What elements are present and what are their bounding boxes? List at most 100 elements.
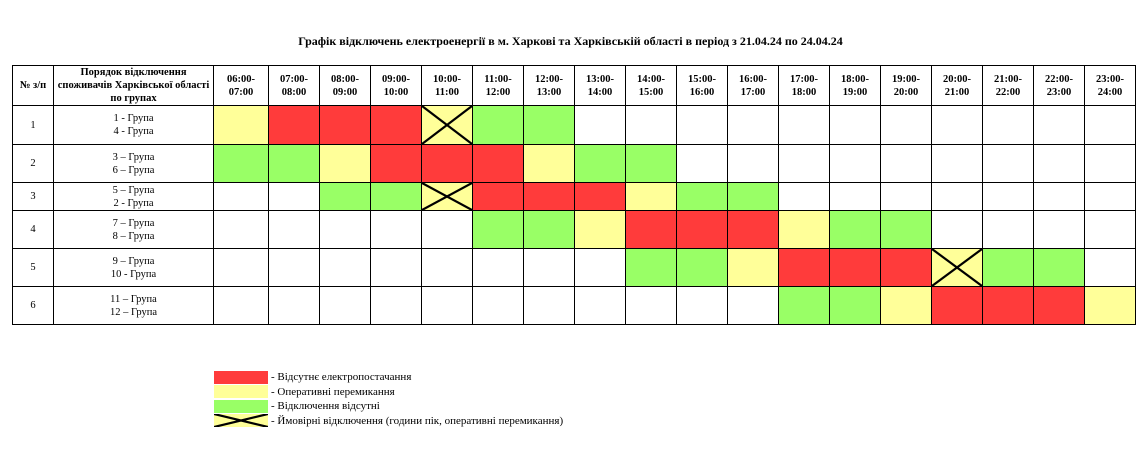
group-label: 12 – Група bbox=[109, 306, 158, 318]
schedule-cell bbox=[523, 144, 575, 183]
page-title: Графік відключень електроенергії в м. Ха… bbox=[298, 34, 843, 48]
schedule-cell bbox=[778, 248, 830, 287]
schedule-cell bbox=[778, 286, 830, 325]
row-groups: 7 – Група 8 – Група bbox=[53, 210, 214, 249]
schedule-table: № з/п Порядок відключення споживачів Хар… bbox=[12, 65, 1136, 325]
schedule-cell bbox=[829, 248, 881, 287]
hour-label-line: 23:00 bbox=[1046, 86, 1072, 98]
hour-label-line: 19:00- bbox=[892, 73, 920, 85]
hour-label-line: 24:00 bbox=[1097, 86, 1123, 98]
row-groups: 5 – Група 2 - Група bbox=[53, 182, 214, 211]
group-label: 5 – Група bbox=[112, 184, 155, 196]
hour-label-line: 21:00 bbox=[944, 86, 970, 98]
hour-label-line: 13:00- bbox=[586, 73, 614, 85]
legend-swatch bbox=[214, 399, 268, 413]
schedule-cell bbox=[370, 105, 422, 145]
legend-item: - Ймовірні відключення (години пік, опер… bbox=[214, 414, 563, 429]
row-number: 4 bbox=[12, 210, 54, 249]
hour-label-line: 22:00 bbox=[995, 86, 1021, 98]
schedule-cell bbox=[1033, 105, 1085, 145]
schedule-cell bbox=[268, 286, 320, 325]
schedule-cell bbox=[880, 210, 932, 249]
schedule-cell bbox=[727, 182, 779, 211]
schedule-cell bbox=[982, 210, 1034, 249]
legend: - Відсутнє електропостачання - Оперативні… bbox=[214, 370, 563, 428]
schedule-cell bbox=[625, 248, 677, 287]
schedule-cell bbox=[319, 210, 371, 249]
column-header-hour: 15:00- 16:00 bbox=[676, 65, 728, 106]
hour-label-line: 15:00- bbox=[688, 73, 716, 85]
hour-label-line: 23:00- bbox=[1096, 73, 1124, 85]
schedule-cell bbox=[421, 210, 473, 249]
group-label: 11 – Група bbox=[110, 293, 157, 305]
schedule-cell bbox=[931, 105, 983, 145]
row-number: 5 bbox=[12, 248, 54, 287]
schedule-cell bbox=[472, 286, 524, 325]
schedule-cell bbox=[829, 286, 881, 325]
column-header-hour: 09:00- 10:00 bbox=[370, 65, 422, 106]
row-groups: 11 – Група 12 – Група bbox=[53, 286, 214, 325]
row-number: 3 bbox=[12, 182, 54, 211]
schedule-cell bbox=[982, 144, 1034, 183]
hour-label-line: 09:00 bbox=[332, 86, 358, 98]
hour-label-line: 16:00 bbox=[689, 86, 715, 98]
schedule-cell bbox=[880, 248, 932, 287]
schedule-cell bbox=[829, 105, 881, 145]
table-row: 6 11 – Група 12 – Група bbox=[12, 286, 1136, 325]
schedule-cell bbox=[625, 182, 677, 211]
schedule-cell bbox=[472, 182, 524, 211]
schedule-cell bbox=[727, 248, 779, 287]
hour-label-line: 14:00- bbox=[637, 73, 665, 85]
schedule-cell bbox=[421, 144, 473, 183]
column-header-hour: 18:00- 19:00 bbox=[829, 65, 881, 106]
schedule-cell bbox=[523, 210, 575, 249]
hour-label-line: 16:00- bbox=[739, 73, 767, 85]
hour-label-line: 07:00 bbox=[228, 86, 254, 98]
schedule-cell bbox=[1084, 286, 1136, 325]
legend-label: - Ймовірні відключення (години пік, опер… bbox=[271, 414, 564, 427]
schedule-cell bbox=[982, 248, 1034, 287]
probable-outage-cross-icon bbox=[422, 106, 472, 144]
schedule-cell bbox=[778, 105, 830, 145]
column-header-hour: 06:00- 07:00 bbox=[213, 65, 269, 106]
schedule-cell bbox=[1084, 105, 1136, 145]
schedule-cell bbox=[880, 286, 932, 325]
schedule-cell bbox=[523, 182, 575, 211]
hour-label-line: 18:00 bbox=[791, 86, 817, 98]
column-header-hour: 10:00- 11:00 bbox=[421, 65, 473, 106]
schedule-cell bbox=[574, 182, 626, 211]
hour-label-line: 13:00 bbox=[536, 86, 562, 98]
schedule-cell bbox=[982, 105, 1034, 145]
row-number: 1 bbox=[12, 105, 54, 145]
schedule-cell bbox=[676, 286, 728, 325]
hour-label-line: 22:00- bbox=[1045, 73, 1073, 85]
schedule-cell bbox=[268, 182, 320, 211]
schedule-cell bbox=[421, 286, 473, 325]
schedule-cell bbox=[1033, 286, 1085, 325]
schedule-cell bbox=[574, 144, 626, 183]
schedule-cell bbox=[931, 182, 983, 211]
column-header-hour: 08:00- 09:00 bbox=[319, 65, 371, 106]
schedule-cell bbox=[676, 105, 728, 145]
column-header-hour: 12:00- 13:00 bbox=[523, 65, 575, 106]
legend-item: - Відсутнє електропостачання bbox=[214, 370, 563, 385]
hour-label-line: 20:00- bbox=[943, 73, 971, 85]
hour-label-line: 17:00- bbox=[790, 73, 818, 85]
legend-swatch bbox=[214, 414, 268, 428]
column-header-hour: 23:00- 24:00 bbox=[1084, 65, 1136, 106]
group-label: 7 – Група bbox=[112, 217, 155, 229]
column-header-hour: 11:00- 12:00 bbox=[472, 65, 524, 106]
schedule-cell bbox=[370, 248, 422, 287]
schedule-cell bbox=[421, 248, 473, 287]
schedule-cell bbox=[319, 182, 371, 211]
group-label: 9 – Група bbox=[112, 255, 155, 267]
schedule-cell bbox=[880, 182, 932, 211]
schedule-cell bbox=[1084, 210, 1136, 249]
legend-item: - Оперативні перемикання bbox=[214, 385, 563, 400]
schedule-cell bbox=[574, 286, 626, 325]
legend-swatch bbox=[214, 370, 268, 384]
schedule-cell bbox=[880, 105, 932, 145]
